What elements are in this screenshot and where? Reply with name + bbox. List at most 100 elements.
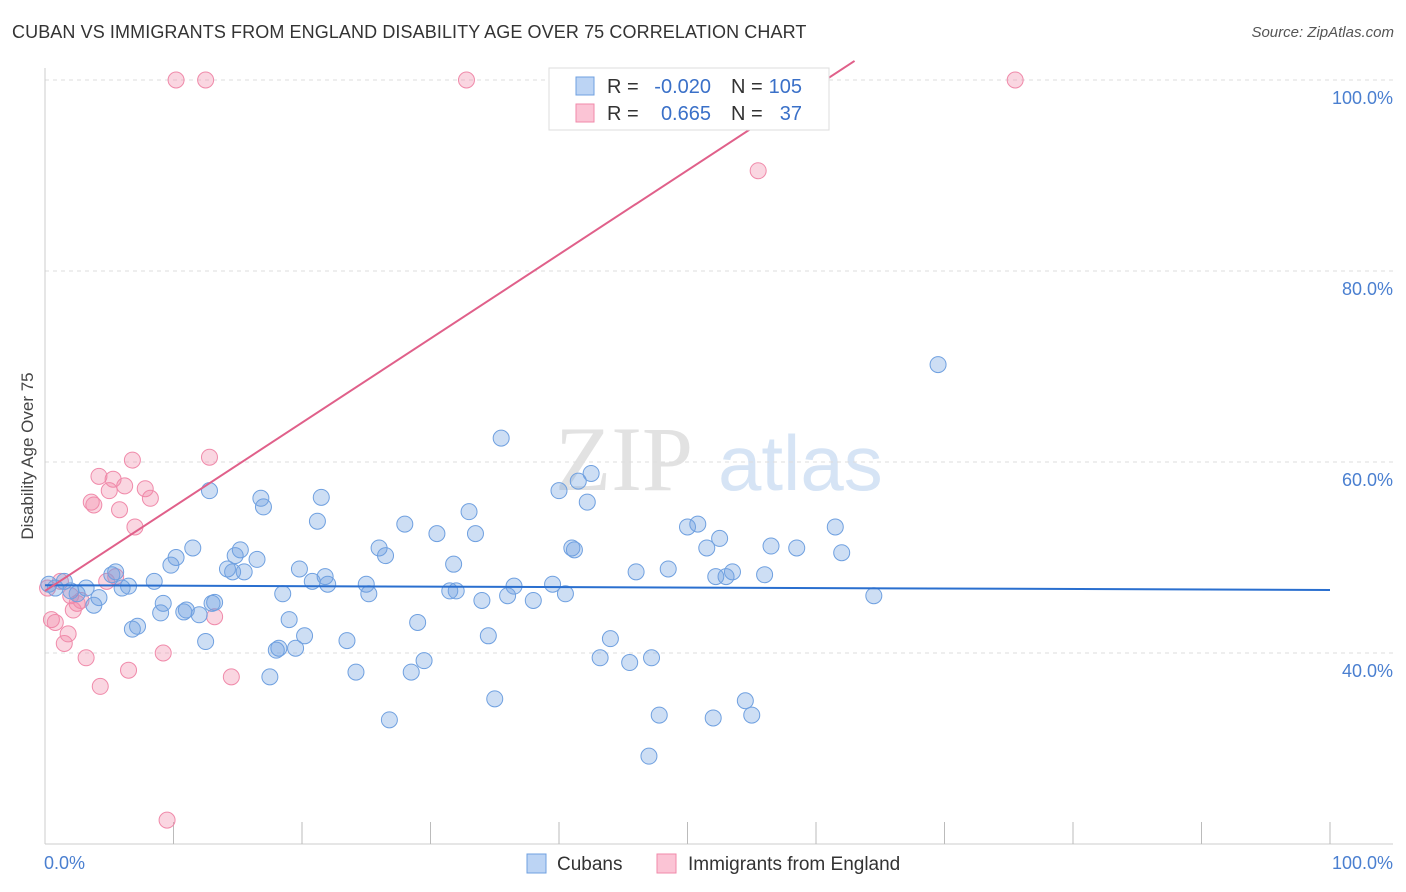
y-tick-label-100: 100.0% xyxy=(1332,88,1393,108)
cubans-point-96 xyxy=(736,692,754,710)
england-point-30 xyxy=(200,448,218,466)
england-point-12 xyxy=(85,496,103,514)
cubans-point-41 xyxy=(290,560,308,578)
y-tick-label-60: 60.0% xyxy=(1342,470,1393,490)
england-point-33 xyxy=(457,71,475,89)
england-point-35 xyxy=(1006,71,1024,89)
legend-n-label-england: N = xyxy=(731,103,763,125)
cubans-point-7 xyxy=(90,589,108,607)
england-point-29 xyxy=(197,71,215,89)
cubans-point-61 xyxy=(445,555,463,573)
cubans-point-44 xyxy=(308,512,326,530)
cubans-point-56 xyxy=(402,663,420,681)
cubans-point-73 xyxy=(550,482,568,500)
cubans-point-5 xyxy=(77,579,95,597)
england-point-11 xyxy=(82,493,100,511)
cubans-point-63 xyxy=(460,503,478,521)
watermark-zip: ZIP xyxy=(555,408,693,510)
cubans-point-74 xyxy=(556,585,574,603)
england-points xyxy=(39,71,1024,829)
cubans-point-83 xyxy=(627,563,645,581)
cubans-point-93 xyxy=(711,529,729,547)
england-point-28 xyxy=(167,71,185,89)
cubans-point-24 xyxy=(200,482,218,500)
cubans-point-38 xyxy=(274,585,292,603)
england-point-26 xyxy=(154,644,172,662)
y-tick-label-80: 80.0% xyxy=(1342,279,1393,299)
cubans-point-98 xyxy=(756,566,774,584)
legend-n-value-cubans: 105 xyxy=(769,76,802,98)
cubans-point-14 xyxy=(145,572,163,590)
england-point-25 xyxy=(141,489,159,507)
england-point-2 xyxy=(46,613,64,631)
cubans-point-9 xyxy=(107,563,125,581)
england-trend-line xyxy=(44,60,856,592)
cubans-point-92 xyxy=(707,568,725,586)
cubans-point-72 xyxy=(544,575,562,593)
cubans-point-65 xyxy=(473,591,491,609)
legend-n-value-england: 37 xyxy=(780,103,802,125)
cubans-point-71 xyxy=(524,591,542,609)
y-axis-label: Disability Age Over 75 xyxy=(18,372,37,539)
cubans-point-55 xyxy=(396,515,414,533)
cubans-point-21 xyxy=(184,539,202,557)
trend-lines xyxy=(44,60,1331,592)
cubans-point-58 xyxy=(415,652,433,670)
cubans-point-39 xyxy=(280,611,298,629)
grid-lines xyxy=(45,79,1393,654)
cubans-point-16 xyxy=(154,594,172,612)
cubans-point-45 xyxy=(312,488,330,506)
england-point-19 xyxy=(111,501,129,519)
cubans-point-53 xyxy=(377,547,395,565)
cubans-point-49 xyxy=(347,663,365,681)
cubans-trend-line xyxy=(44,584,1331,591)
cubans-point-22 xyxy=(190,606,208,624)
england-point-21 xyxy=(120,661,138,679)
england-point-10 xyxy=(77,649,95,667)
cubans-point-97 xyxy=(743,706,761,724)
cubans-point-20 xyxy=(177,601,195,619)
cubans-point-57 xyxy=(409,613,427,631)
legend-r-value-england: 0.665 xyxy=(661,103,711,125)
cubans-point-87 xyxy=(659,560,677,578)
england-point-20 xyxy=(116,477,134,495)
cubans-point-68 xyxy=(492,429,510,447)
cubans-point-34 xyxy=(254,498,272,516)
cubans-point-59 xyxy=(428,525,446,543)
cubans-point-82 xyxy=(621,654,639,672)
cubans-point-32 xyxy=(248,550,266,568)
cubans-point-90 xyxy=(698,539,716,557)
bottom-legend-swatch-cubans xyxy=(526,853,547,874)
axes xyxy=(44,68,1393,845)
legend-r-value-cubans: -0.020 xyxy=(654,76,711,98)
cubans-point-80 xyxy=(591,649,609,667)
cubans-point-31 xyxy=(235,563,253,581)
cubans-point-84 xyxy=(640,747,658,765)
cubans-point-48 xyxy=(338,632,356,650)
cubans-point-26 xyxy=(206,593,224,611)
x-tick-label-max: 100.0% xyxy=(1332,853,1393,873)
legend-r-label-england: R = xyxy=(607,103,639,125)
cubans-point-81 xyxy=(601,630,619,648)
cubans-point-86 xyxy=(650,706,668,724)
cubans-point-99 xyxy=(762,537,780,555)
legend-n-label-cubans: N = xyxy=(731,76,763,98)
bottom-legend-label-england: Immigrants from England xyxy=(688,854,900,875)
cubans-point-66 xyxy=(479,627,497,645)
bottom-legend-label-cubans: Cubans xyxy=(557,854,623,875)
cubans-point-28 xyxy=(224,563,242,581)
cubans-point-27 xyxy=(218,560,236,578)
series-legend: Cubans Immigrants from England xyxy=(526,853,900,875)
x-tick-label-min: 0.0% xyxy=(44,853,85,873)
cubans-point-23 xyxy=(197,633,215,651)
cubans-point-40 xyxy=(287,639,305,657)
england-point-22 xyxy=(123,451,141,469)
cubans-point-13 xyxy=(129,617,147,635)
cubans-point-36 xyxy=(267,641,285,659)
cubans-point-89 xyxy=(689,515,707,533)
england-point-4 xyxy=(55,634,73,652)
cubans-point-50 xyxy=(357,575,375,593)
cubans-point-101 xyxy=(826,518,844,536)
cubans-point-37 xyxy=(270,639,288,657)
